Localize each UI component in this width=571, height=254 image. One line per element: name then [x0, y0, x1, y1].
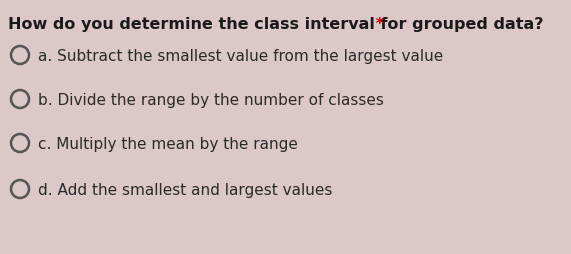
Text: *: *	[370, 17, 384, 32]
Text: a. Subtract the smallest value from the largest value: a. Subtract the smallest value from the …	[38, 48, 443, 63]
Text: d. Add the smallest and largest values: d. Add the smallest and largest values	[38, 182, 332, 197]
Text: c. Multiply the mean by the range: c. Multiply the mean by the range	[38, 136, 298, 151]
Text: b. Divide the range by the number of classes: b. Divide the range by the number of cla…	[38, 92, 384, 107]
Text: How do you determine the class interval for grouped data?: How do you determine the class interval …	[8, 17, 544, 32]
